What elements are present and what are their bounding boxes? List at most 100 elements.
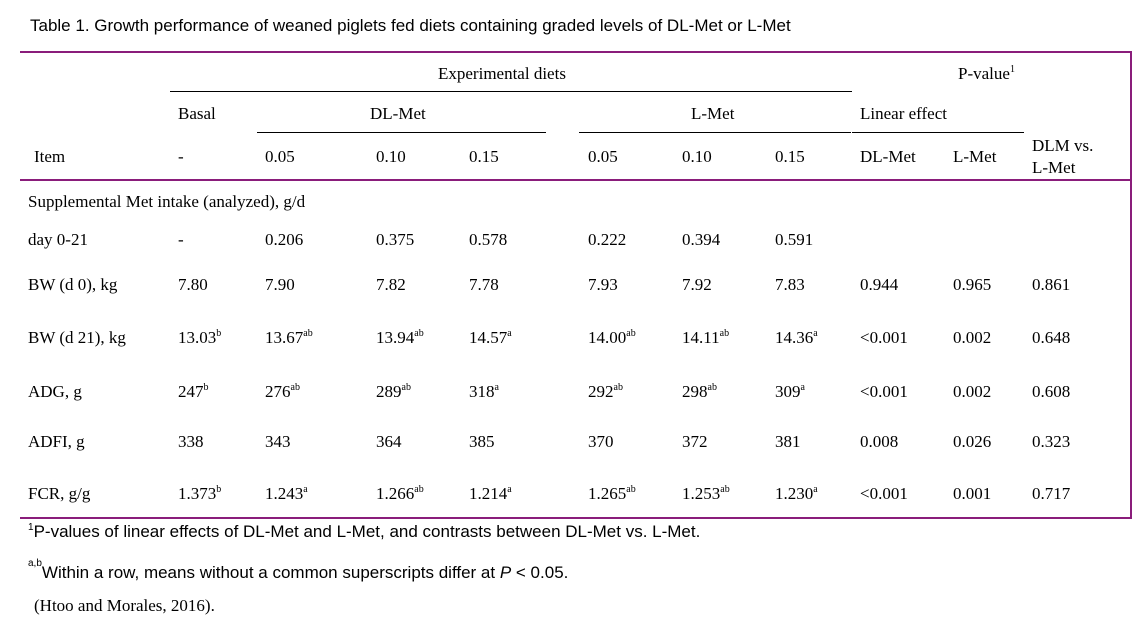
row-label: FCR, g/g: [28, 484, 91, 503]
table-cell: 276ab: [265, 382, 300, 401]
table-cell: 298ab: [682, 382, 717, 401]
header-level-l-015: 0.15: [775, 147, 805, 166]
table-cell: 14.57a: [469, 328, 512, 347]
cell-superscript: ab: [414, 328, 424, 339]
table-cell: 7.80: [178, 276, 208, 293]
cell-value: 0.591: [775, 230, 814, 249]
table-header-divider: [20, 179, 1132, 181]
cell-superscript: a: [813, 484, 818, 495]
cell-value: 289: [376, 382, 402, 401]
table-cell: 1.266ab: [376, 484, 424, 503]
header-experimental-diets: Experimental diets: [438, 64, 566, 83]
header-level-dl-010: 0.10: [376, 147, 406, 166]
table-cell: 247b: [178, 382, 209, 401]
cell-superscript: a: [800, 382, 805, 393]
p-value-cell: 0.648: [1032, 328, 1071, 347]
cell-value: 372: [682, 432, 708, 451]
table-cell: 343: [265, 433, 291, 450]
table-title: Table 1. Growth performance of weaned pi…: [30, 16, 791, 35]
cell-value: 0.206: [265, 230, 304, 249]
p-value-cell: 0.965: [953, 275, 992, 294]
cell-value: 292: [588, 382, 614, 401]
table-cell: 370: [588, 433, 614, 450]
cell-value: 364: [376, 432, 402, 451]
table-cell: 14.11ab: [682, 328, 730, 347]
header-basal: Basal: [178, 104, 216, 123]
p-value-cell: 0.002: [953, 382, 992, 401]
cell-superscript: a: [507, 484, 512, 495]
cell-superscript: ab: [626, 484, 636, 495]
cell-value: 13.67: [265, 328, 304, 347]
cell-value: 385: [469, 432, 495, 451]
table-top-border: [20, 51, 1132, 53]
cell-value: 0.394: [682, 230, 721, 249]
table-bottom-border: [20, 517, 1132, 519]
table-cell: 7.82: [376, 276, 406, 293]
header-dlm-vs-line2: L-Met: [1032, 158, 1076, 177]
header-level-dl-015: 0.15: [469, 147, 499, 166]
cell-value: 7.93: [588, 275, 618, 294]
cell-superscript: ab: [720, 484, 730, 495]
cell-value: 1.243: [265, 484, 304, 503]
table-cell: 0.394: [682, 231, 720, 248]
table-cell: 385: [469, 433, 495, 450]
cell-value: 1.253: [682, 484, 721, 503]
p-value-cell: 0.001: [953, 484, 992, 503]
header-dlm-vs-line1: DLM vs.: [1032, 136, 1094, 155]
cell-superscript: b: [216, 328, 222, 339]
table-cell: 7.83: [775, 276, 805, 293]
cell-value: 0.222: [588, 230, 627, 249]
cell-superscript: ab: [613, 382, 623, 393]
table-cell: 7.93: [588, 276, 618, 293]
header-level-basal: -: [178, 147, 184, 166]
cell-superscript: a: [303, 484, 308, 495]
cell-value: 13.03: [178, 328, 217, 347]
footnote-1: 1P-values of linear effects of DL-Met an…: [28, 522, 701, 541]
header-l-met: L-Met: [691, 104, 735, 123]
footnote-source: (Htoo and Morales, 2016).: [34, 596, 215, 615]
row-label: BW (d 21), kg: [28, 328, 126, 347]
cell-superscript: ab: [414, 484, 424, 495]
p-value-cell: 0.323: [1032, 432, 1071, 451]
p-value-cell: <0.001: [860, 382, 908, 401]
cell-value: 7.90: [265, 275, 295, 294]
cell-superscript: a: [507, 328, 512, 339]
cell-value: 14.57: [469, 328, 508, 347]
cell-superscript: ab: [290, 382, 300, 393]
table-cell: 13.67ab: [265, 328, 313, 347]
header-p-dl-met: DL-Met: [860, 147, 916, 166]
cell-value: 14.11: [682, 328, 720, 347]
table-cell: 0.206: [265, 231, 303, 248]
cell-value: 0.578: [469, 230, 508, 249]
cell-value: 1.266: [376, 484, 415, 503]
cell-value: 14.00: [588, 328, 627, 347]
table-cell: 13.03b: [178, 328, 222, 347]
row-label: ADFI, g: [28, 432, 85, 451]
table-cell: 13.94ab: [376, 328, 424, 347]
table-cell: 364: [376, 433, 402, 450]
table-cell: 1.214a: [469, 484, 512, 503]
table-cell: 309a: [775, 382, 805, 401]
cell-value: -: [178, 230, 184, 249]
cell-superscript: ab: [719, 328, 730, 339]
cell-value: 1.230: [775, 484, 814, 503]
table-cell: 1.253ab: [682, 484, 730, 503]
p-value-cell: 0.717: [1032, 484, 1071, 503]
p-value-cell: 0.026: [953, 432, 992, 451]
cell-value: 1.265: [588, 484, 627, 503]
table-cell: 1.243a: [265, 484, 308, 503]
cell-value: 343: [265, 432, 291, 451]
table-cell: 292ab: [588, 382, 623, 401]
table-cell: 372: [682, 433, 708, 450]
linear-effect-rule: [852, 132, 1024, 133]
header-linear-effect: Linear effect: [860, 104, 947, 123]
row-label: ADG, g: [28, 382, 82, 401]
table-cell: 0.375: [376, 231, 414, 248]
dl-met-rule: [257, 132, 546, 133]
header-p-l-met: L-Met: [953, 147, 997, 166]
cell-superscript: b: [203, 382, 209, 393]
cell-superscript: ab: [401, 382, 411, 393]
cell-value: 298: [682, 382, 708, 401]
experimental-diets-rule: [170, 91, 852, 92]
cell-superscript: ab: [626, 328, 636, 339]
